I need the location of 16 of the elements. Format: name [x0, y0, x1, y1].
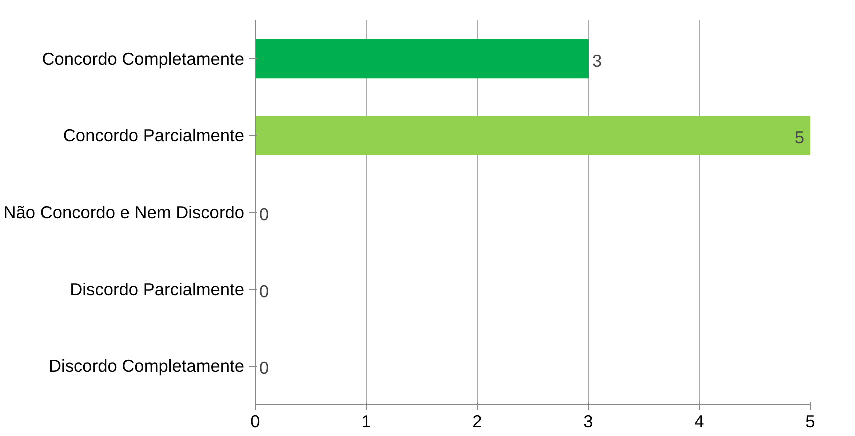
- data-label: 5: [794, 128, 805, 148]
- x-tick-label: 1: [362, 412, 372, 432]
- x-tick-label: 3: [584, 412, 594, 432]
- x-tick-label: 5: [806, 412, 816, 432]
- x-tick-label: 0: [250, 412, 260, 432]
- y-tick-label: Não Concordo e Nem Discordo: [4, 202, 245, 222]
- y-tick-label: Discordo Parcialmente: [70, 279, 245, 300]
- data-label: 0: [260, 358, 270, 378]
- data-label: 3: [592, 50, 602, 71]
- x-tick-label: 2: [472, 412, 482, 432]
- x-tick-label: 4: [694, 412, 705, 432]
- data-label: 0: [260, 281, 270, 302]
- data-label: 0: [260, 204, 270, 224]
- y-tick-label: Concordo Parcialmente: [63, 126, 245, 146]
- y-tick-label: Concordo Completamente: [42, 48, 245, 69]
- y-tick-label: Discordo Completamente: [48, 356, 245, 376]
